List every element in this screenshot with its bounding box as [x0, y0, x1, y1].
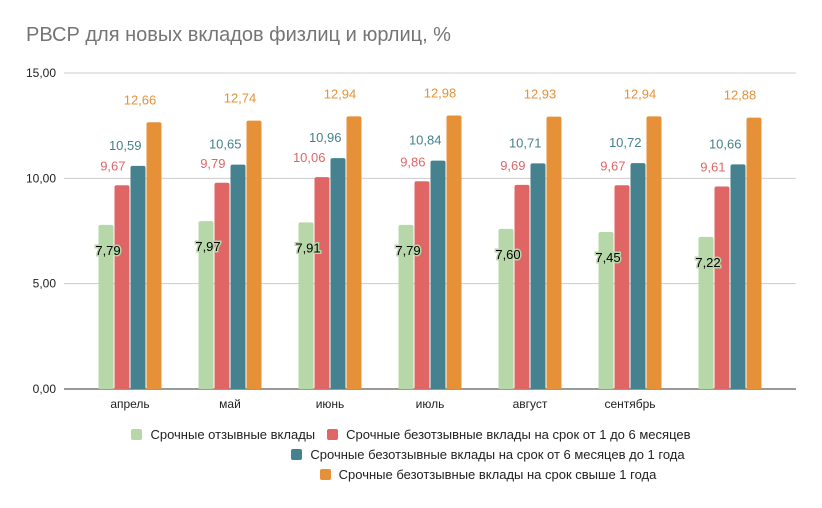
bar: [498, 228, 514, 389]
x-tick-label: июль: [416, 397, 445, 411]
bar: [314, 177, 330, 389]
chart-title: РВСР для новых вкладов физлиц и юрлиц, %: [26, 24, 451, 46]
legend-label: Срочные безотзывные вклады на срок от 6 …: [310, 446, 685, 462]
bar: [698, 236, 714, 389]
data-label: 10,84: [409, 133, 442, 148]
legend-swatch-6-12-months: [291, 448, 303, 460]
data-label: 10,72: [609, 135, 642, 150]
bar: [530, 163, 546, 389]
legend-item-1-6-months: Срочные безотзывные вклады на срок от 1 …: [327, 426, 691, 442]
bar: [246, 120, 262, 390]
bar: [330, 158, 346, 389]
bar: [430, 160, 446, 389]
legend-item-over-1-year: Срочные безотзывные вклады на срок свыше…: [319, 466, 657, 482]
x-tick-label: сентябрь: [604, 397, 655, 411]
legend: Срочные отзывные вклады Срочные безотзыв…: [0, 424, 822, 484]
bar: [446, 115, 462, 390]
bar: [298, 222, 314, 389]
data-label: 9,67: [600, 158, 625, 173]
y-tick-label: 10,00: [26, 171, 56, 185]
data-label: 12,74: [224, 91, 257, 106]
bar: [546, 116, 562, 389]
data-label: 7,22: [695, 255, 720, 270]
data-label: 7,97: [195, 239, 220, 254]
data-label: 10,59: [109, 138, 142, 153]
x-axis-ticks: апрель май июнь июль август сентябрь: [110, 397, 655, 411]
bar: [714, 186, 730, 389]
legend-label: Срочные безотзывные вклады на срок свыше…: [338, 466, 657, 482]
bar: [146, 122, 162, 390]
data-label: 9,61: [700, 160, 725, 175]
legend-swatch-1-6-months: [327, 428, 339, 440]
data-label: 7,45: [595, 250, 620, 265]
data-label: 10,71: [509, 135, 542, 150]
data-labels: 7,79 9,67 10,59 12,66 7,97 9,79 10,65 12,74 7,91…: [94, 84, 758, 271]
data-label: 12,88: [724, 88, 757, 103]
bar: [398, 224, 414, 389]
x-tick-label: август: [513, 397, 548, 411]
data-label: 10,06: [293, 150, 326, 165]
data-label: 7,79: [95, 243, 120, 258]
legend-swatch-revocable: [131, 428, 143, 440]
legend-swatch-over-1-year: [319, 468, 331, 480]
bar: [198, 221, 214, 389]
y-axis-ticks: 0,00 5,00 10,00 15,00: [26, 66, 56, 396]
data-label: 7,79: [395, 243, 420, 258]
data-label: 12,94: [324, 86, 357, 101]
bar: [214, 182, 230, 389]
legend-item-6-12-months: Срочные безотзывные вклады на срок от 6 …: [291, 446, 685, 462]
bar: [514, 184, 530, 389]
y-tick-label: 5,00: [33, 277, 57, 291]
bar: [646, 116, 662, 389]
data-label: 12,94: [624, 86, 657, 101]
bar: [598, 232, 614, 389]
x-tick-label: май: [219, 397, 241, 411]
data-label: 10,66: [709, 136, 742, 151]
bar: [230, 164, 246, 389]
legend-label: Срочные безотзывные вклады на срок от 1 …: [346, 426, 691, 442]
x-tick-label: июнь: [316, 397, 345, 411]
data-label: 9,79: [200, 156, 225, 171]
y-tick-label: 0,00: [33, 382, 57, 396]
data-label: 7,91: [295, 240, 320, 255]
bar: [730, 164, 746, 389]
legend-label: Срочные отзывные вклады: [150, 426, 316, 442]
grid-lines: [64, 72, 796, 390]
data-label: 12,93: [524, 87, 557, 102]
bar: [130, 165, 146, 389]
data-label: 9,69: [500, 158, 525, 173]
data-label: 10,65: [209, 137, 242, 152]
data-label: 12,66: [124, 92, 157, 107]
bar: [746, 117, 762, 390]
bar: [98, 224, 114, 389]
bar: [414, 181, 430, 389]
data-label: 9,67: [100, 158, 125, 173]
data-label: 7,60: [495, 247, 520, 262]
data-label: 12,98: [424, 86, 457, 101]
data-label: 9,86: [400, 154, 425, 169]
x-tick-label: апрель: [110, 397, 149, 411]
bar: [630, 163, 646, 389]
bar: [346, 116, 362, 389]
bars: [98, 115, 762, 390]
legend-item-revocable: Срочные отзывные вклады: [131, 427, 315, 442]
data-label: 10,96: [309, 130, 342, 145]
bar: [614, 185, 630, 389]
bar: [114, 185, 130, 389]
y-tick-label: 15,00: [26, 66, 56, 80]
